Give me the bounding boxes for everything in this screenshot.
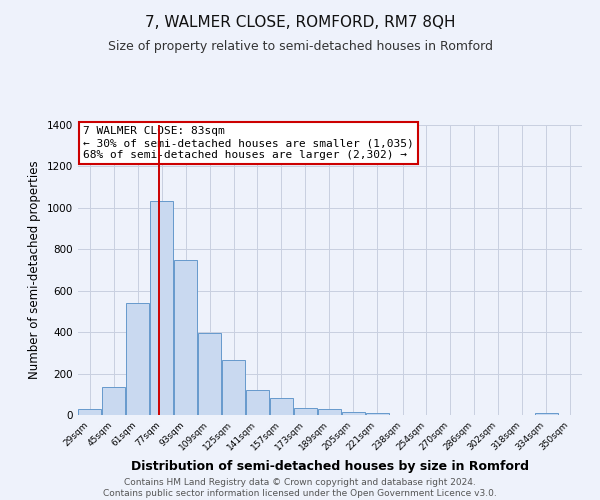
Bar (222, 360, 245, 415)
Bar (365, 413, 389, 415)
Text: Contains HM Land Registry data © Crown copyright and database right 2024.
Contai: Contains HM Land Registry data © Crown c… (103, 478, 497, 498)
Bar (270, 398, 293, 415)
Bar (318, 409, 341, 415)
Bar (341, 412, 365, 415)
X-axis label: Distribution of semi-detached houses by size in Romford: Distribution of semi-detached houses by … (131, 460, 529, 473)
Bar (127, 303, 149, 415)
Bar (294, 408, 317, 415)
Text: 7 WALMER CLOSE: 83sqm
← 30% of semi-detached houses are smaller (1,035)
68% of s: 7 WALMER CLOSE: 83sqm ← 30% of semi-deta… (83, 126, 414, 160)
Text: 7, WALMER CLOSE, ROMFORD, RM7 8QH: 7, WALMER CLOSE, ROMFORD, RM7 8QH (145, 15, 455, 30)
Bar (150, 200, 173, 415)
Bar (535, 412, 557, 415)
Text: Size of property relative to semi-detached houses in Romford: Size of property relative to semi-detach… (107, 40, 493, 53)
Y-axis label: Number of semi-detached properties: Number of semi-detached properties (28, 160, 41, 380)
Bar (79, 409, 101, 415)
Bar (174, 260, 197, 415)
Bar (198, 333, 221, 415)
Bar (103, 387, 125, 415)
Bar (246, 390, 269, 415)
